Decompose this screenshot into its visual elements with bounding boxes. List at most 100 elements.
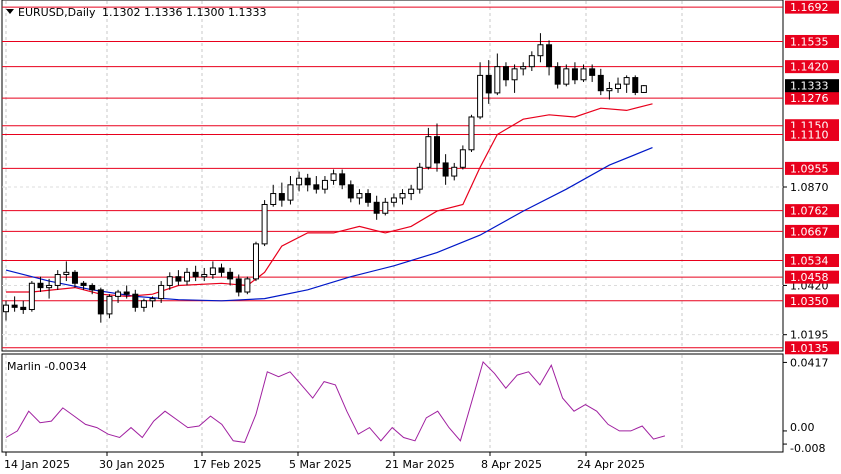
candle-body (97, 289, 104, 315)
candle-body (615, 83, 622, 90)
candle-body (80, 282, 87, 286)
candle-body (71, 271, 78, 284)
level-label: 1.1276 (790, 92, 829, 105)
level-label-bg (785, 224, 839, 238)
level-label: 1.1692 (790, 1, 829, 14)
candle-body (563, 68, 570, 85)
indicator-tick-label: -0.008 (790, 442, 825, 455)
level-label: 1.0667 (790, 225, 829, 238)
candle-body (140, 300, 147, 308)
price-pane-frame (1, 0, 784, 352)
level-label-bg (785, 270, 839, 284)
candle-body (261, 203, 268, 245)
candle-body (244, 278, 251, 293)
candle-body (296, 177, 303, 186)
symbol-label: EURUSD,Daily (18, 6, 96, 19)
candle-body (339, 173, 346, 186)
price-tick-label: 1.0195 (790, 329, 829, 342)
level-label-bg (785, 254, 839, 268)
chart-header: EURUSD,Daily 1.1302 1.1336 1.1300 1.1333 (6, 6, 266, 19)
candle-body (192, 271, 199, 278)
candle-body (554, 66, 561, 85)
candle-body (485, 74, 492, 94)
candle-body (201, 274, 208, 278)
candle-body (520, 66, 527, 70)
indicator-axis: 0.0417 0.00 -0.008 (783, 356, 829, 455)
time-label: 17 Feb 2025 (193, 458, 261, 471)
candle-body (511, 68, 518, 81)
candle-body (46, 284, 53, 289)
level-label-bg (785, 34, 839, 48)
candle-body (382, 201, 389, 214)
indicator-pane-frame (1, 353, 784, 453)
candle-body (252, 243, 259, 280)
ohlc-label: 1.1302 1.1336 1.1300 1.1333 (102, 6, 266, 19)
candles (3, 33, 647, 323)
candle-body (365, 193, 372, 203)
indicator-tick-label: 0.0417 (790, 356, 829, 369)
level-label-bg (785, 294, 839, 308)
current-price-label: 1.1333 (790, 80, 829, 93)
candle-body (528, 55, 535, 68)
candle-body (451, 166, 458, 177)
level-label-bg (785, 127, 839, 141)
candle-body (166, 276, 173, 286)
level-label-bg (785, 91, 839, 105)
candle-body (37, 282, 44, 289)
level-label-bg (785, 0, 839, 14)
candle-body (115, 291, 122, 297)
candle-body (304, 177, 311, 186)
candle-body (459, 149, 466, 168)
ma-fast-line (6, 103, 653, 298)
candle-body (106, 295, 113, 315)
candle-body (158, 284, 165, 300)
oscillator-line (5, 360, 666, 443)
candle-body (218, 267, 225, 273)
candle-body (123, 291, 130, 295)
time-label: 5 Mar 2025 (289, 458, 352, 471)
price-tick-label: 1.0870 (790, 181, 829, 194)
candle-body (28, 282, 35, 311)
candle-body (184, 271, 191, 282)
level-label: 1.0135 (790, 342, 829, 355)
candle-body (606, 88, 613, 92)
candle-body (287, 184, 294, 201)
candle-body (502, 66, 509, 81)
level-label: 1.0458 (790, 271, 829, 284)
level-label: 1.0350 (790, 295, 829, 308)
candle-body (347, 184, 354, 199)
candle-body (632, 77, 639, 93)
candle-body (408, 188, 415, 195)
indicator-label: Marlin -0.0034 (7, 360, 87, 373)
candle-body (425, 136, 432, 168)
candle-body (54, 274, 61, 286)
candle-body (227, 271, 234, 280)
candle-body (442, 162, 449, 177)
candle-body (235, 278, 242, 293)
candle-body (356, 193, 363, 199)
time-label: 30 Jan 2025 (99, 458, 165, 471)
price-pane: EURUSD,Daily 1.1302 1.1336 1.1300 1.1333 (1, 0, 784, 352)
collapse-arrow-icon[interactable] (6, 9, 14, 14)
level-lines (2, 6, 783, 349)
level-label-bg (785, 204, 839, 218)
candle-body (597, 74, 604, 92)
current-price-bg (785, 79, 839, 93)
candle-body (270, 193, 277, 205)
level-label: 1.0762 (790, 205, 829, 218)
level-label: 1.1535 (790, 35, 829, 48)
candle-body (313, 184, 320, 190)
candle-body (571, 68, 578, 81)
indicator-grid (5, 355, 683, 451)
candle-body (321, 179, 328, 190)
level-label: 1.1420 (790, 61, 829, 74)
candle-body (589, 68, 596, 76)
candle-body (89, 284, 96, 291)
candle-body (11, 304, 18, 308)
indicator-tick-label: 0.00 (790, 421, 815, 434)
time-label: 8 Apr 2025 (481, 458, 542, 471)
level-label: 1.0955 (790, 162, 829, 175)
candle-body (477, 74, 484, 118)
candle-body (494, 66, 501, 94)
